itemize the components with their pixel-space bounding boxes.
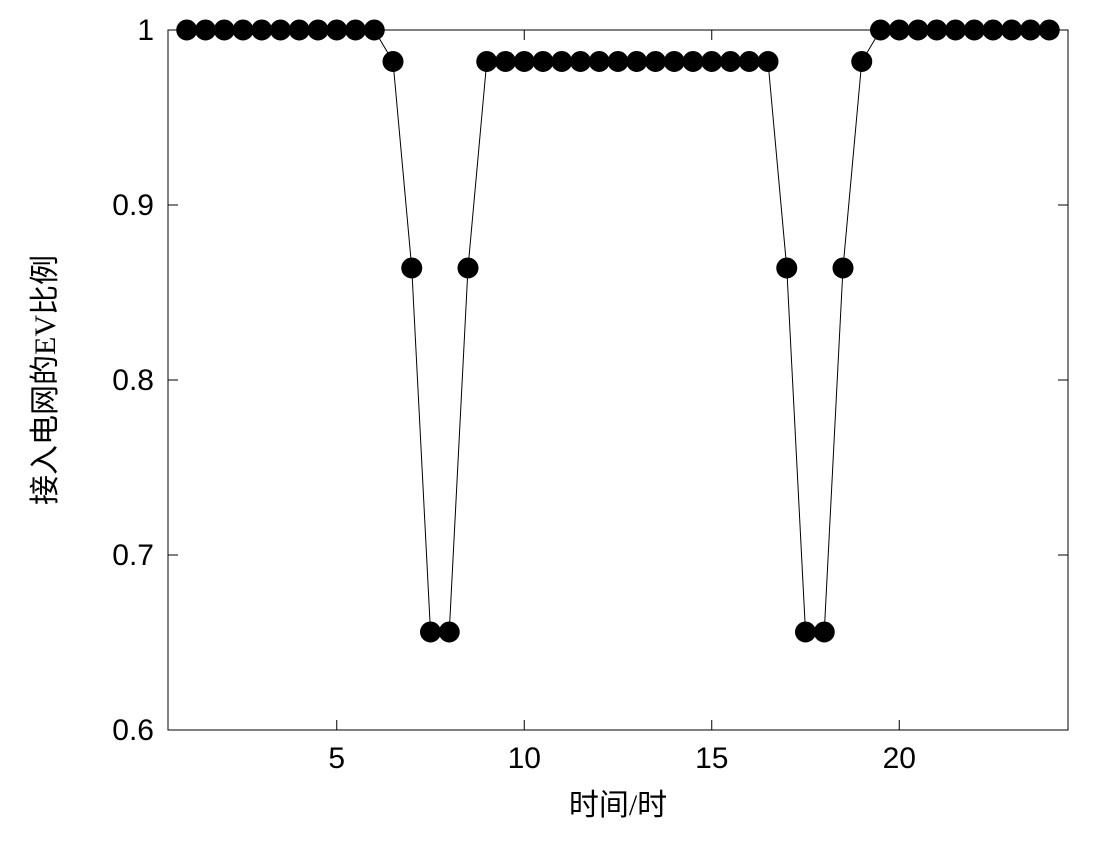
data-marker: [1021, 20, 1041, 40]
data-marker: [589, 52, 609, 72]
data-marker: [739, 52, 759, 72]
y-tick-label: 0.8: [112, 364, 154, 397]
data-marker: [308, 20, 328, 40]
x-tick-label: 10: [508, 742, 541, 775]
data-marker: [908, 20, 928, 40]
data-marker: [608, 52, 628, 72]
data-marker: [664, 52, 684, 72]
data-marker: [814, 622, 834, 642]
data-marker: [364, 20, 384, 40]
data-marker: [233, 20, 253, 40]
data-marker: [552, 52, 572, 72]
data-marker: [327, 20, 347, 40]
data-marker: [627, 52, 647, 72]
data-marker: [514, 52, 534, 72]
data-marker: [1039, 20, 1059, 40]
x-axis-label: 时间/时: [569, 789, 667, 822]
data-marker: [346, 20, 366, 40]
data-marker: [1002, 20, 1022, 40]
y-tick-label: 1: [137, 14, 154, 47]
data-marker: [402, 258, 422, 278]
data-line: [187, 30, 1050, 632]
data-marker: [289, 20, 309, 40]
data-marker: [196, 20, 216, 40]
data-marker: [496, 52, 516, 72]
chart-container: 5 10 15 20 0.6 0.7 0.8 0.9 1 时间/时 接入电网的EV比例: [0, 0, 1108, 850]
x-tick-label: 5: [328, 742, 345, 775]
data-marker: [177, 20, 197, 40]
x-tick-label: 15: [695, 742, 728, 775]
data-marker: [383, 52, 403, 72]
data-marker: [983, 20, 1003, 40]
data-marker: [571, 52, 591, 72]
line-chart: 5 10 15 20 0.6 0.7 0.8 0.9 1 时间/时 接入电网的EV比例: [0, 0, 1108, 850]
data-marker: [458, 258, 478, 278]
data-marker: [702, 52, 722, 72]
data-marker: [871, 20, 891, 40]
x-tick-label: 20: [883, 742, 916, 775]
data-marker: [252, 20, 272, 40]
data-marker: [477, 52, 497, 72]
data-marker: [852, 52, 872, 72]
data-marker: [946, 20, 966, 40]
data-marker: [214, 20, 234, 40]
data-marker: [683, 52, 703, 72]
data-marker: [439, 622, 459, 642]
y-axis-label: 接入电网的EV比例: [29, 255, 62, 505]
data-marker: [758, 52, 778, 72]
y-tick-label: 0.7: [112, 539, 154, 572]
data-marker: [889, 20, 909, 40]
data-marker: [646, 52, 666, 72]
data-marker: [533, 52, 553, 72]
data-marker: [777, 258, 797, 278]
plot-box: [168, 30, 1068, 730]
data-marker: [721, 52, 741, 72]
data-marker: [964, 20, 984, 40]
y-tick-label: 0.9: [112, 189, 154, 222]
y-tick-label: 0.6: [112, 714, 154, 747]
data-marker: [271, 20, 291, 40]
data-marker: [833, 258, 853, 278]
data-marker: [927, 20, 947, 40]
data-marker: [796, 622, 816, 642]
data-marker: [421, 622, 441, 642]
